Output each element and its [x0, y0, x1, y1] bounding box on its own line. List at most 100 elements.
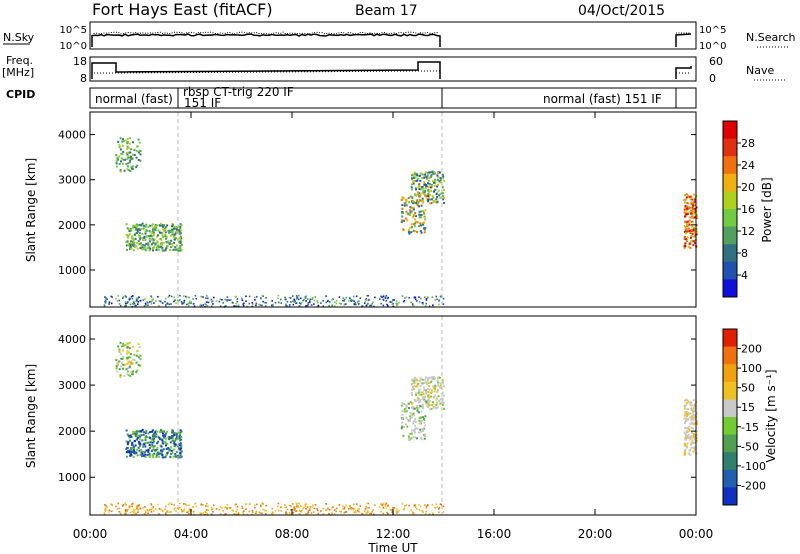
velocity-point — [303, 506, 305, 509]
velocity-point — [144, 453, 147, 456]
velocity-point — [118, 368, 121, 371]
velocity-point — [121, 345, 124, 348]
velocity-point — [143, 442, 146, 445]
power-point — [384, 296, 387, 298]
colorbar-tick-label: 12 — [741, 225, 755, 238]
power-point — [277, 294, 280, 297]
velocity-point — [125, 504, 127, 506]
power-point — [402, 197, 405, 200]
power-point — [424, 190, 427, 193]
velocity-point — [150, 504, 153, 506]
velocity-point — [153, 510, 155, 512]
velocity-point — [416, 409, 419, 412]
power-point — [290, 301, 292, 303]
velocity-point — [162, 434, 165, 437]
velocity-point — [425, 392, 427, 395]
power-point — [692, 217, 695, 219]
velocity-point — [684, 448, 687, 451]
power-point — [125, 163, 128, 166]
velocity-point — [295, 506, 298, 508]
power-point — [150, 300, 153, 303]
power-point — [443, 202, 446, 204]
velocity-point — [408, 504, 410, 507]
velocity-point — [427, 406, 430, 408]
power-point — [183, 295, 185, 297]
power-point — [133, 303, 135, 306]
velocity-point — [133, 448, 136, 451]
power-point — [294, 300, 296, 302]
power-point — [695, 213, 698, 216]
power-point — [132, 226, 134, 229]
power-point — [692, 202, 695, 205]
power-point — [170, 295, 173, 298]
velocity-point — [413, 420, 416, 423]
power-point — [367, 295, 370, 297]
velocity-point — [436, 506, 438, 508]
power-point — [328, 304, 330, 307]
velocity-point — [132, 502, 134, 505]
power-point — [436, 200, 439, 203]
power-point — [359, 297, 362, 299]
power-point — [438, 300, 440, 302]
power-point — [413, 176, 415, 179]
power-point — [442, 196, 445, 199]
power-point — [685, 193, 688, 196]
power-point — [358, 300, 360, 302]
velocity-point — [145, 512, 147, 514]
power-point — [129, 303, 132, 306]
power-point — [693, 193, 696, 196]
velocity-point — [124, 510, 127, 512]
velocity-point — [174, 507, 176, 509]
velocity-point — [164, 440, 167, 443]
velocity-point — [418, 509, 421, 511]
velocity-point — [126, 510, 128, 512]
power-point — [167, 240, 170, 243]
power-point — [435, 192, 438, 195]
power-point — [207, 297, 209, 300]
velocity-point — [176, 507, 179, 510]
velocity-point — [692, 450, 695, 453]
power-point — [406, 219, 409, 222]
velocity-point — [424, 433, 427, 436]
power-point — [152, 298, 154, 300]
velocity-point — [434, 406, 437, 409]
velocity-point — [170, 446, 173, 449]
power-point — [129, 233, 131, 236]
velocity-point — [431, 504, 434, 506]
power-point — [131, 165, 134, 168]
power-point — [309, 300, 311, 302]
power-point — [179, 240, 182, 243]
velocity-point — [126, 455, 129, 458]
power-point — [688, 195, 691, 198]
velocity-point — [178, 453, 181, 456]
power-point — [115, 165, 118, 168]
power-point — [175, 244, 178, 247]
power-point — [441, 177, 444, 180]
velocity-point — [152, 445, 155, 448]
power-point — [125, 244, 128, 247]
power-point — [218, 300, 221, 303]
velocity-point — [157, 452, 160, 455]
power-point — [125, 241, 128, 244]
power-point — [118, 155, 121, 158]
velocity-point — [169, 456, 172, 459]
power-point — [412, 200, 415, 203]
velocity-point — [243, 510, 245, 512]
power-point — [130, 155, 132, 158]
velocity-point — [365, 512, 368, 515]
power-point — [195, 298, 197, 300]
velocity-point — [439, 384, 442, 387]
velocity-point — [425, 382, 428, 385]
velocity-point — [149, 431, 152, 434]
power-point — [124, 139, 127, 142]
velocity-point — [413, 382, 415, 385]
power-point — [343, 298, 346, 301]
power-point — [136, 247, 139, 250]
power-point — [139, 150, 142, 153]
velocity-point — [151, 436, 154, 439]
velocity-point — [261, 512, 263, 515]
velocity-point — [127, 451, 130, 454]
power-point — [305, 295, 307, 298]
power-point — [409, 226, 412, 229]
velocity-point — [371, 510, 373, 513]
